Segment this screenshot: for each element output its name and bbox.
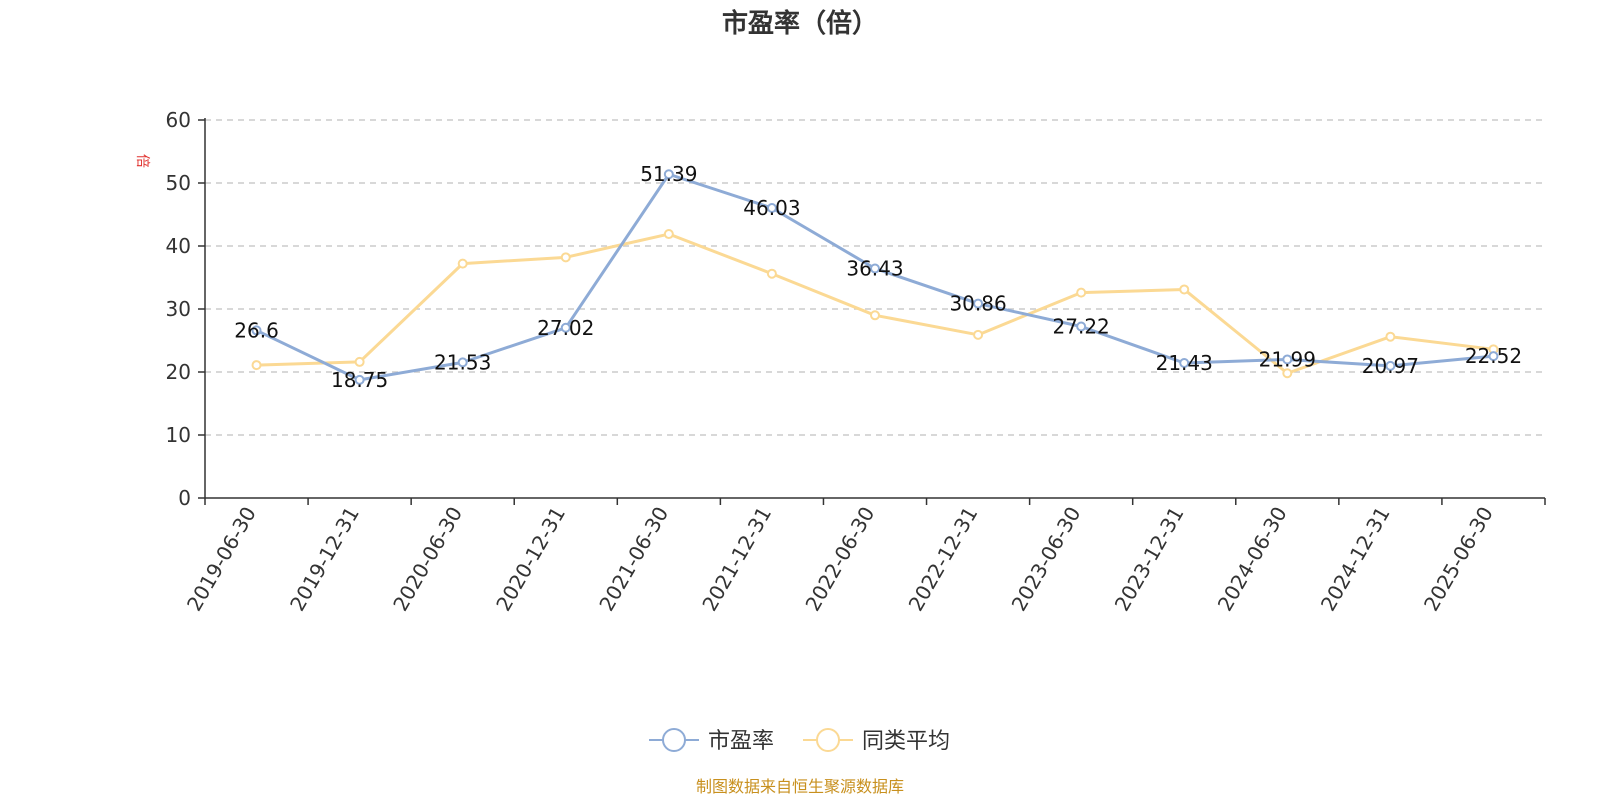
legend-marker-pe [662, 728, 686, 752]
data-label: 20.97 [1362, 354, 1419, 378]
legend-item-pe[interactable]: 市盈率 [649, 728, 774, 754]
y-tick-label: 20 [166, 360, 191, 384]
x-tick-label: 2024-06-30 [1213, 503, 1292, 616]
legend-marker-peer-average [816, 728, 840, 752]
legend-item-peer-average[interactable]: 同类平均 [803, 728, 950, 754]
data-point[interactable] [457, 357, 468, 368]
data-point[interactable] [1488, 351, 1499, 362]
data-label: 27.22 [1053, 315, 1110, 339]
legend-label-peer-average: 同类平均 [862, 729, 950, 754]
data-point[interactable] [457, 258, 468, 269]
data-label: 21.53 [434, 350, 491, 374]
x-tick-label: 2023-06-30 [1007, 503, 1086, 616]
data-point[interactable] [1385, 331, 1396, 342]
grid-lines [205, 119, 1545, 436]
data-point[interactable] [560, 322, 571, 333]
data-point[interactable] [870, 263, 880, 274]
x-tick-label: 2021-06-30 [594, 503, 673, 616]
y-tick-label: 10 [166, 423, 191, 447]
series-lines [251, 169, 1499, 385]
data-point[interactable] [251, 360, 262, 371]
data-label: 27.02 [537, 316, 594, 340]
data-label: 46.03 [743, 196, 800, 220]
data-label: 18.75 [331, 368, 388, 392]
data-point[interactable] [1076, 287, 1087, 298]
data-point[interactable] [973, 329, 984, 340]
x-tick-label: 2019-12-31 [285, 503, 364, 616]
data-point[interactable] [1282, 354, 1293, 365]
data-point[interactable] [1179, 284, 1190, 295]
y-tick-label: 30 [166, 297, 191, 321]
data-labels: 26.6 18.75 21.53 27.02 51.39 46.03 36.43 30.86 2… [234, 162, 1522, 392]
legend[interactable]: 市盈率 同类平均 [649, 728, 950, 754]
data-point[interactable] [870, 310, 880, 321]
data-label: 26.6 [234, 318, 279, 342]
data-point[interactable] [354, 374, 365, 385]
data-point[interactable] [1282, 368, 1293, 379]
data-label: 30.86 [949, 292, 1006, 316]
data-point[interactable] [766, 203, 777, 214]
y-axis-unit-label: 倍 [134, 154, 150, 168]
x-tick-label: 2021-12-31 [697, 503, 776, 616]
data-point[interactable] [766, 268, 777, 279]
y-tick-label: 60 [166, 108, 191, 132]
data-point[interactable] [1179, 357, 1190, 368]
data-point[interactable] [663, 169, 674, 180]
data-point[interactable] [560, 252, 571, 263]
data-point[interactable] [1385, 360, 1396, 371]
data-point[interactable] [663, 229, 674, 240]
x-tick-label: 2020-12-31 [491, 503, 570, 616]
data-label: 36.43 [846, 256, 903, 280]
x-tick-label: 2020-06-30 [388, 503, 467, 616]
y-tick-label: 0 [178, 486, 191, 510]
data-label: 51.39 [640, 162, 697, 186]
x-tick-label: 2024-12-31 [1316, 503, 1395, 616]
data-point[interactable] [354, 356, 365, 367]
x-tick-label: 2019-06-30 [182, 503, 261, 616]
data-point[interactable] [251, 325, 262, 336]
data-label: 22.52 [1465, 344, 1522, 368]
data-label: 21.43 [1156, 351, 1213, 375]
x-tick-label: 2022-12-31 [904, 503, 983, 616]
x-tick-label: 2023-12-31 [1110, 503, 1189, 616]
x-tick-label: 2022-06-30 [800, 503, 879, 616]
data-point[interactable] [1076, 321, 1087, 332]
x-tick-label: 2025-06-30 [1419, 503, 1498, 616]
data-label: 21.99 [1259, 347, 1316, 371]
data-source-note: 制图数据来自恒生聚源数据库 [696, 777, 904, 796]
data-point[interactable] [973, 298, 984, 309]
y-tick-label: 40 [166, 234, 191, 258]
y-tick-label: 50 [166, 171, 191, 195]
legend-label-pe: 市盈率 [708, 729, 774, 754]
chart-title: 市盈率（倍） [722, 8, 878, 39]
